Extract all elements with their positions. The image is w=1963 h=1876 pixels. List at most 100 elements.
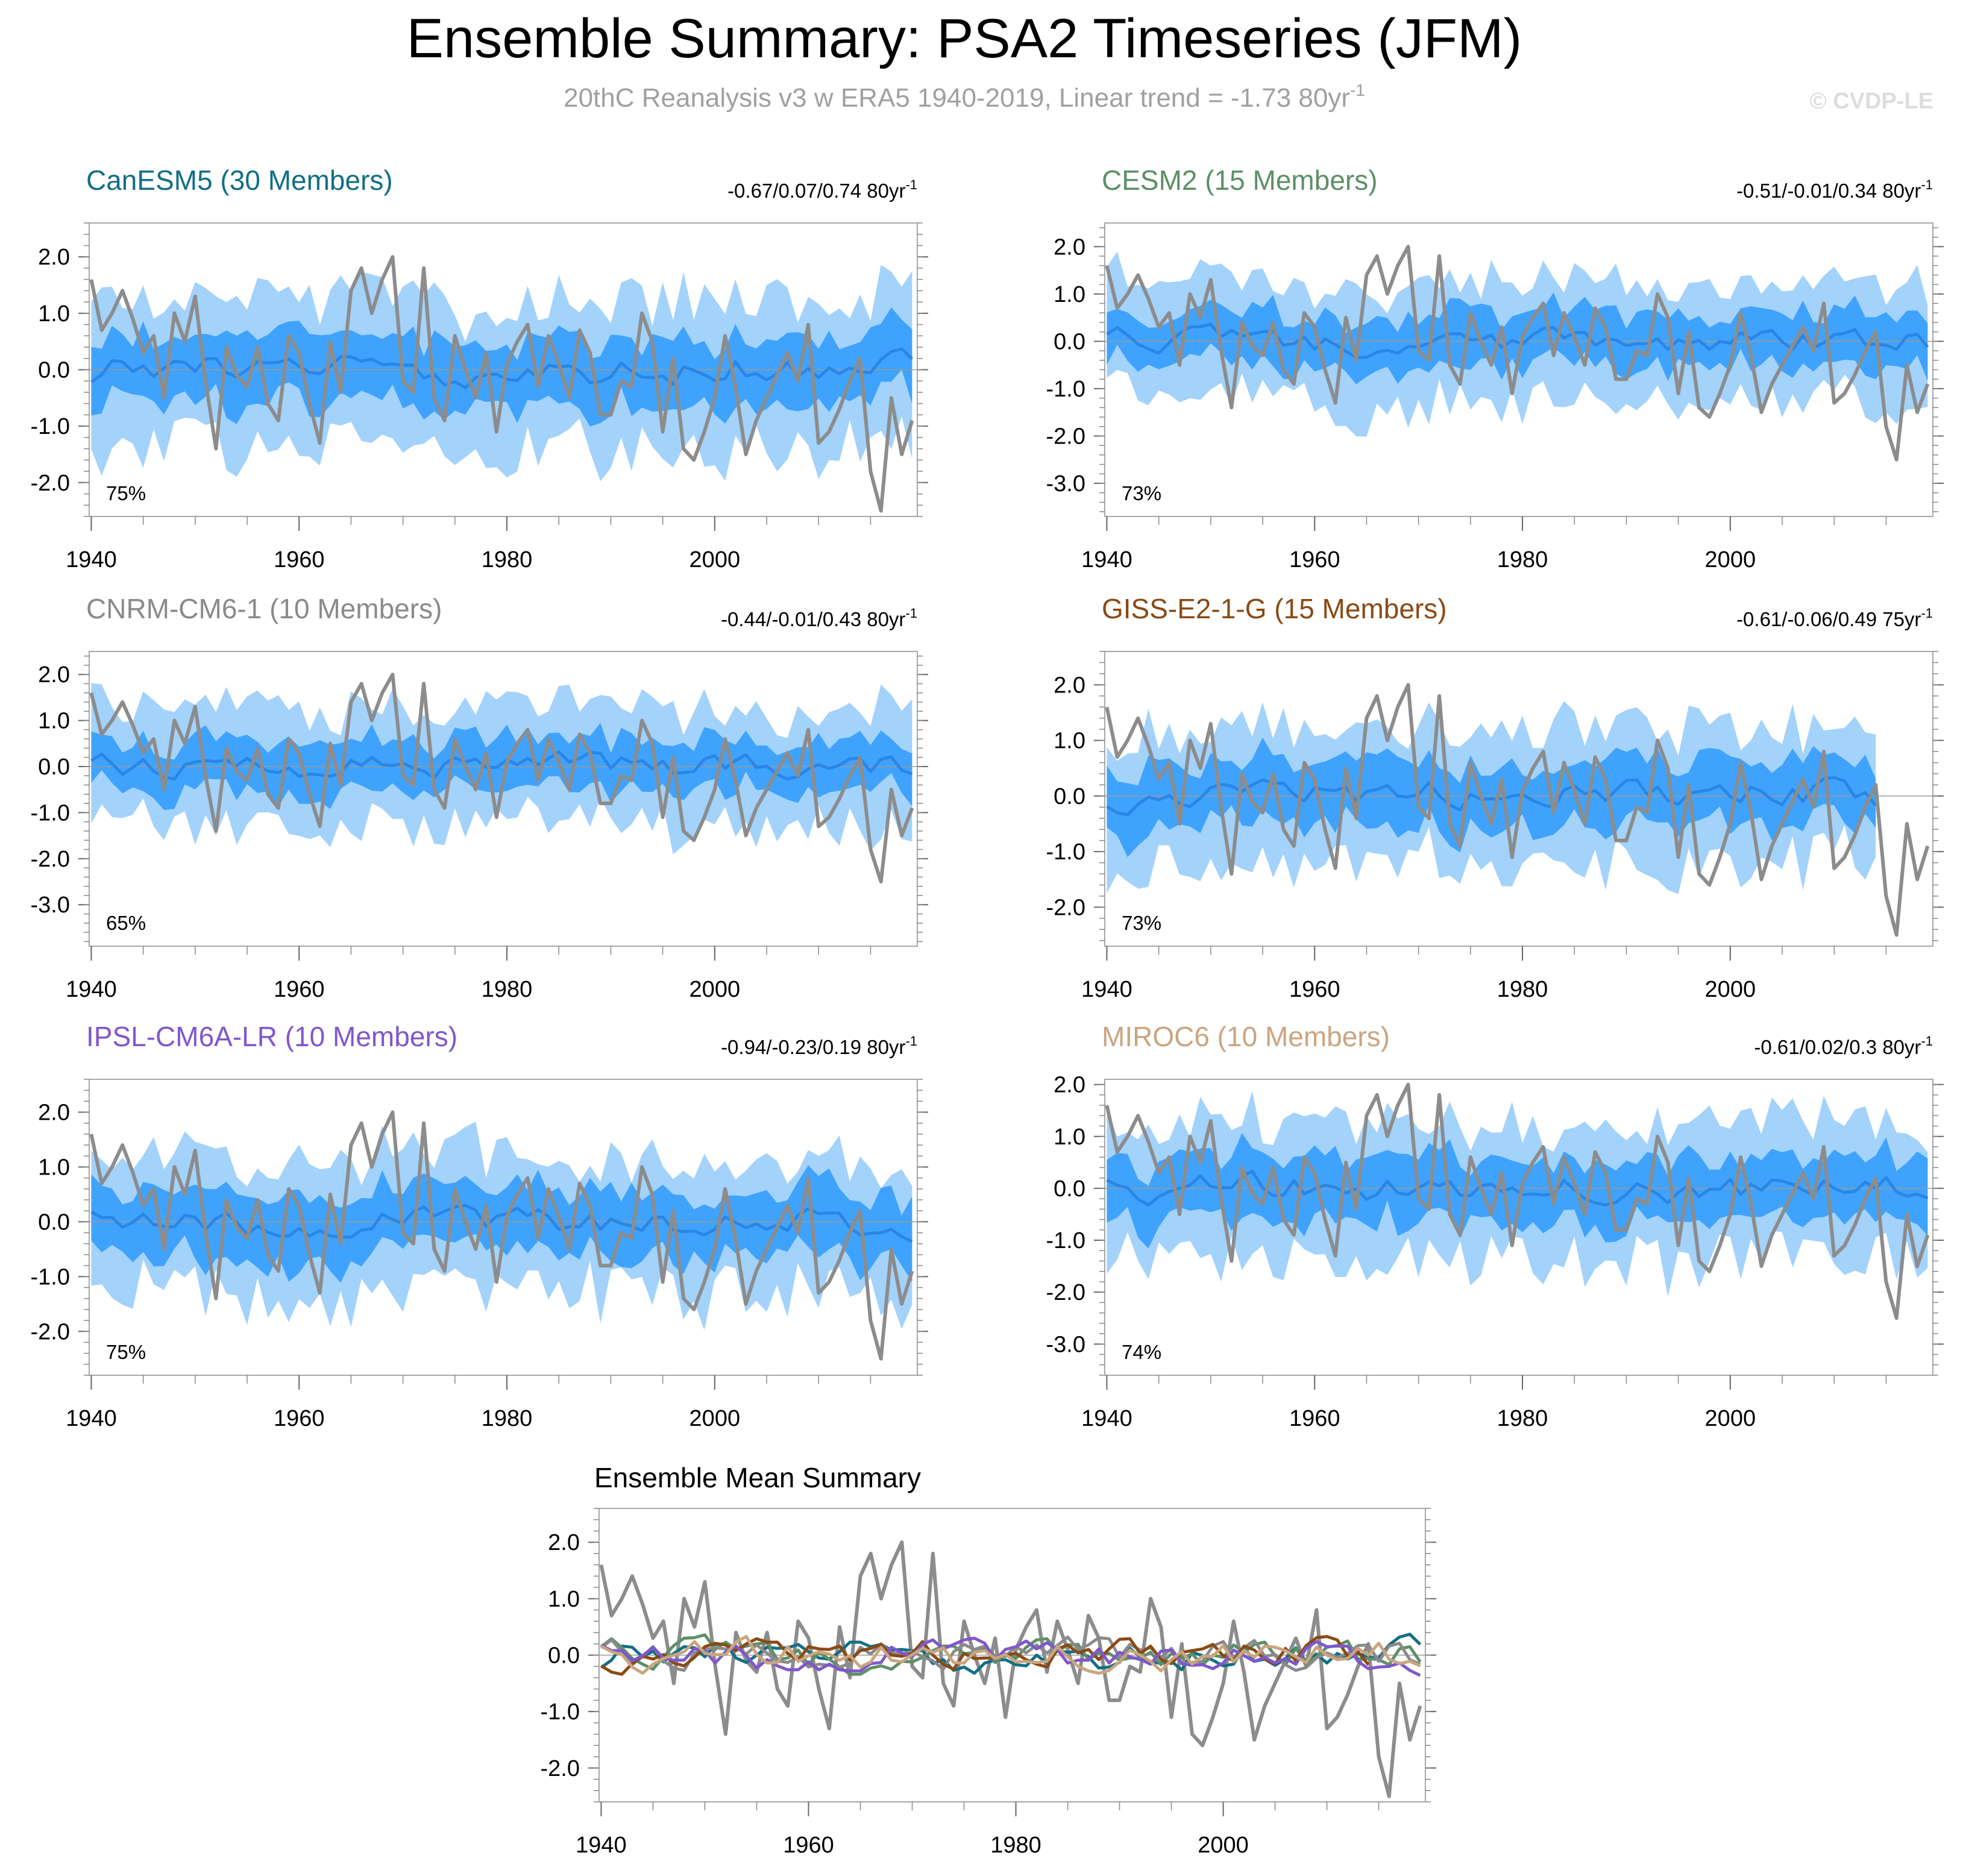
plot-frame [89,651,918,947]
figure-subtitle-text: 20thC Reanalysis v3 w ERA5 1940-2019, Li… [564,83,1350,113]
percent-label: 73% [1122,482,1161,504]
figure-title: Ensemble Summary: PSA2 Timeseries (JFM) [407,8,1522,69]
percent-label: 65% [106,912,146,934]
y-tick-label: 2.0 [1054,1073,1085,1098]
x-tick-label: 1960 [1289,977,1340,1002]
panel-title-canesm5-30-members: CanESM5 (30 Members) [86,165,393,196]
x-tick-label: 2000 [1198,1833,1249,1858]
inner-spread-band [91,307,912,427]
plot-frame [1104,651,1933,947]
trend-values: -0.67/0.07/0.74 80yr [727,180,905,202]
x-tick-label: 1960 [783,1833,834,1858]
y-tick-label: -2.0 [31,1319,70,1344]
panel-trend-text: -0.61/-0.06/0.49 75yr-1 [1736,606,1933,630]
percent-label: 75% [106,1341,146,1363]
y-tick-label: -2.0 [1046,895,1085,920]
y-tick-label: -1.0 [1046,839,1085,865]
x-tick-label: 1980 [990,1833,1041,1858]
x-tick-label: 1960 [1289,1406,1340,1431]
panel-cesm2: 2.0 1.0 0.0 -1.0 -2.0 -3.0 1940 1960 1980 2000 CES… [1046,165,1944,573]
y-tick-label: -1.0 [31,414,70,439]
y-tick-label: 2.0 [548,1530,580,1555]
panel-trend-text: -0.94/-0.23/0.19 80yr-1 [721,1034,917,1058]
x-tick-label: 1960 [274,547,325,573]
panel-ensemble-mean-summary: 2.0 1.0 0.0 -1.0 -2.0 1940 1960 1980 2000 Ensembl… [541,1462,1436,1858]
x-tick-label: 2000 [1705,547,1756,573]
x-tick-label: 1960 [274,1406,325,1431]
panel-cnrm-cm6-1: 2.0 1.0 0.0 -1.0 -2.0 -3.0 1940 1960 1980 2000 CNR… [31,593,928,1002]
x-tick-label: 1940 [66,977,117,1002]
y-tick-label: 1.0 [38,709,70,734]
series-line-ipsl-cm6a-lr [600,1636,1421,1677]
trend-values: -0.61/-0.06/0.49 75yr [1736,608,1921,630]
y-tick-label: 0.0 [38,1209,70,1235]
percent-label: 75% [106,482,146,504]
percent-label: 73% [1122,912,1161,934]
inner-spread-band [91,1165,912,1283]
y-tick-label: -1.0 [541,1699,580,1725]
y-tick-label: -3.0 [31,893,70,918]
trend-values: -0.51/-0.01/0.34 80yr [1736,180,1921,202]
observations-line [1105,245,1930,462]
ensemble-mean-line [90,1203,913,1243]
y-tick-label: -2.0 [541,1756,580,1781]
observations-line [89,673,914,883]
panel-trend-text: -0.51/-0.01/0.34 80yr-1 [1736,177,1933,202]
trend-superscript: -1 [1921,606,1933,621]
x-tick-label: 2000 [689,977,741,1002]
observations-line [1105,683,1930,937]
x-tick-label: 1940 [66,1406,117,1431]
x-tick-label: 1980 [482,1406,533,1431]
x-tick-label: 2000 [1705,977,1756,1002]
panel-title-cesm2-15-members: CESM2 (15 Members) [1102,165,1378,196]
y-tick-label: 0.0 [1054,784,1085,809]
y-tick-label: 0.0 [548,1643,580,1669]
y-tick-label: -2.0 [31,471,70,496]
trend-superscript: -1 [905,177,917,192]
y-tick-label: 1.0 [1054,282,1085,307]
x-tick-label: 2000 [689,547,741,573]
inner-spread-band [1107,292,1928,384]
trend-superscript: -1 [1921,1034,1933,1049]
x-tick-label: 1940 [1081,547,1132,573]
panel-title-ipsl-cm6a-lr-10-members: IPSL-CM6A-LR (10 Members) [86,1021,457,1052]
y-tick-label: 1.0 [548,1587,580,1612]
y-tick-label: -1.0 [31,800,70,826]
y-tick-label: 2.0 [38,245,70,270]
panel-trend-text: -0.44/-0.01/0.43 80yr-1 [721,606,917,630]
panel-title-miroc6-10-members: MIROC6 (10 Members) [1102,1021,1390,1052]
panel-trend-text: -0.67/0.07/0.74 80yr-1 [727,177,917,202]
x-tick-label: 1980 [482,547,533,573]
trend-values: -0.61/0.02/0.3 80yr [1754,1036,1921,1058]
y-tick-label: 1.0 [1054,729,1085,754]
ensemble-mean-line [90,347,914,389]
y-tick-label: 0.0 [38,754,70,780]
trend-superscript: -1 [1921,177,1933,192]
y-tick-label: -1.0 [1046,377,1085,402]
y-tick-label: -3.0 [1046,471,1085,497]
x-tick-label: 1940 [66,547,117,573]
observations-line [89,255,914,513]
x-tick-label: 1980 [1497,547,1548,573]
x-tick-label: 2000 [1705,1406,1756,1431]
panel-trend-text: -0.61/0.02/0.3 80yr-1 [1754,1034,1933,1058]
x-tick-label: 1980 [1497,977,1548,1002]
y-tick-label: 2.0 [1054,234,1085,260]
figure-subtitle-superscript: -1 [1350,81,1365,99]
plot-frame [1104,1079,1933,1376]
panel-ipsl-cm6a-lr: 2.0 1.0 0.0 -1.0 -2.0 1940 1960 1980 2000 IPSL-CM… [31,1021,928,1431]
series-line-giss-e2-1-g [600,1635,1370,1676]
trend-superscript: -1 [905,606,917,621]
y-tick-label: 1.0 [38,1155,70,1180]
observations-line [89,1110,914,1361]
y-tick-label: 2.0 [38,662,70,688]
y-tick-label: -2.0 [1046,424,1085,449]
x-tick-label: 1940 [1081,1406,1132,1431]
x-tick-label: 1940 [1081,977,1132,1002]
panel-miroc6: 2.0 1.0 0.0 -1.0 -2.0 -3.0 1940 1960 1980 2000 MIR… [1046,1021,1944,1431]
y-tick-label: 1.0 [38,301,70,327]
x-tick-label: 2000 [689,1406,741,1431]
x-tick-label: 1960 [1289,547,1340,573]
x-tick-label: 1980 [1497,1406,1548,1431]
